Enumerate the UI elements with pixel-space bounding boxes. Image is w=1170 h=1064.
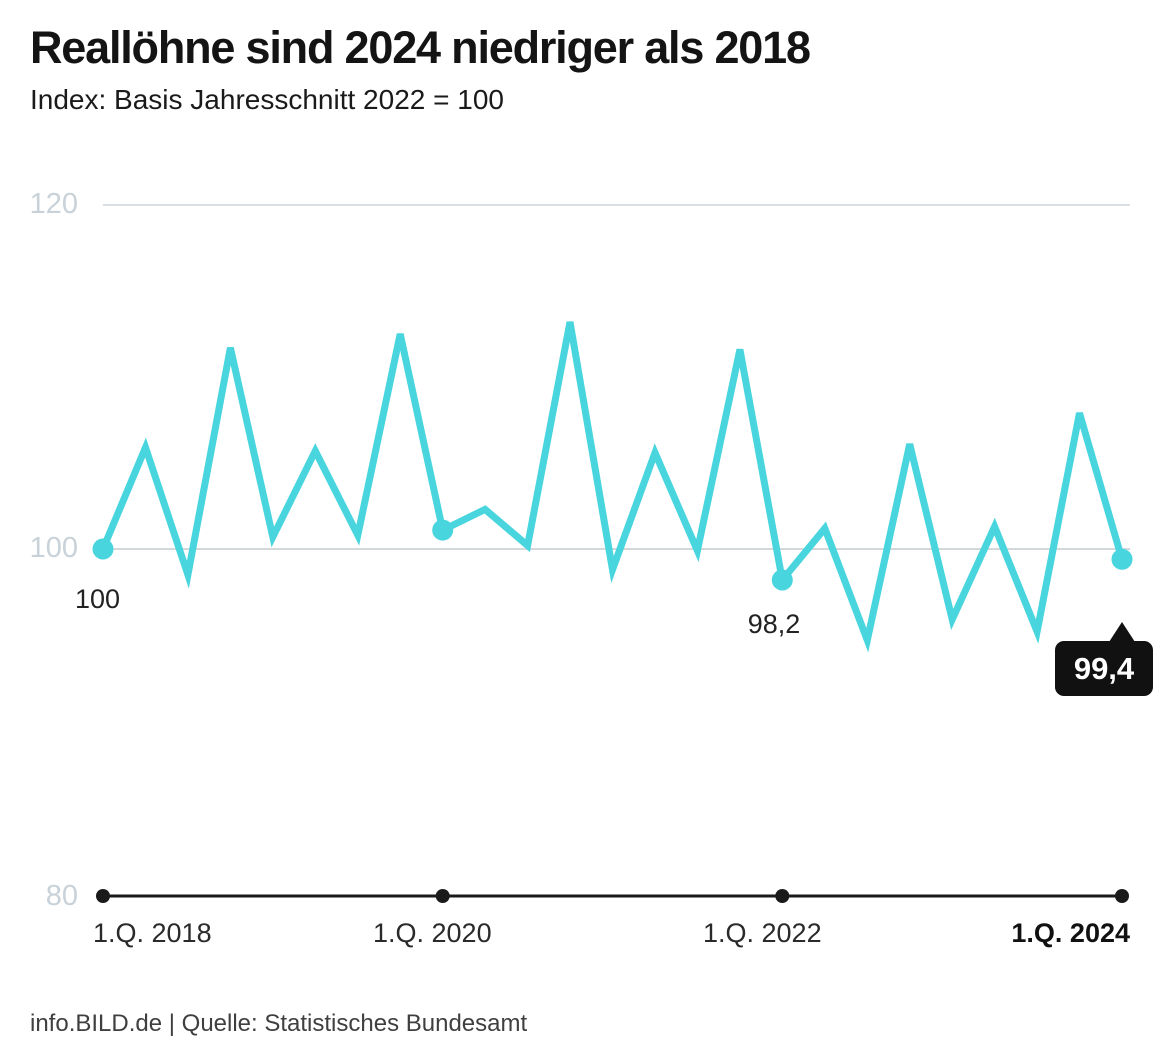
source-credit: info.BILD.de | Quelle: Statistisches Bun… (30, 1010, 528, 1037)
x-axis-tick-dots (96, 889, 1129, 903)
x-tick-label-q1-2020: 1.Q. 2020 (373, 918, 492, 948)
value-tooltip-q1-2024: 99,4 (1055, 622, 1153, 696)
axis-tick-dot-q1-2024 (1115, 889, 1129, 903)
x-tick-label-q1-2024: 1.Q. 2024 (1011, 918, 1130, 948)
real-wage-line-series (99, 321, 1126, 653)
marker-dot-q1-2022 (771, 569, 793, 591)
axis-tick-dot-q1-2022 (775, 889, 790, 903)
y-tick-label-100: 100 (29, 532, 78, 564)
x-tick-label-q1-2022: 1.Q. 2022 (703, 918, 822, 948)
y-tick-label-120: 120 (29, 188, 78, 220)
tooltip-value: 99,4 (1073, 651, 1135, 686)
chart-title: Reallöhne sind 2024 niedriger als 2018 (30, 22, 811, 73)
data-label-2018-start: 100 (75, 584, 121, 614)
marker-dot-q1-2024 (1111, 548, 1133, 570)
y-tick-label-80: 80 (45, 880, 78, 912)
marker-dot-q1-2020 (432, 519, 454, 541)
data-label-q1-2022: 98,2 (747, 609, 801, 639)
axis-tick-dot-q1-2020 (435, 889, 450, 903)
x-tick-label-q1-2018: 1.Q. 2018 (93, 918, 212, 948)
tooltip-pointer-icon (1109, 622, 1135, 642)
marker-dot-q1-2018 (92, 538, 114, 560)
series-marker-dots (92, 519, 1133, 591)
chart-subtitle: Index: Basis Jahresschnitt 2022 = 100 (30, 84, 504, 115)
axis-tick-dot-q1-2018 (96, 889, 110, 903)
